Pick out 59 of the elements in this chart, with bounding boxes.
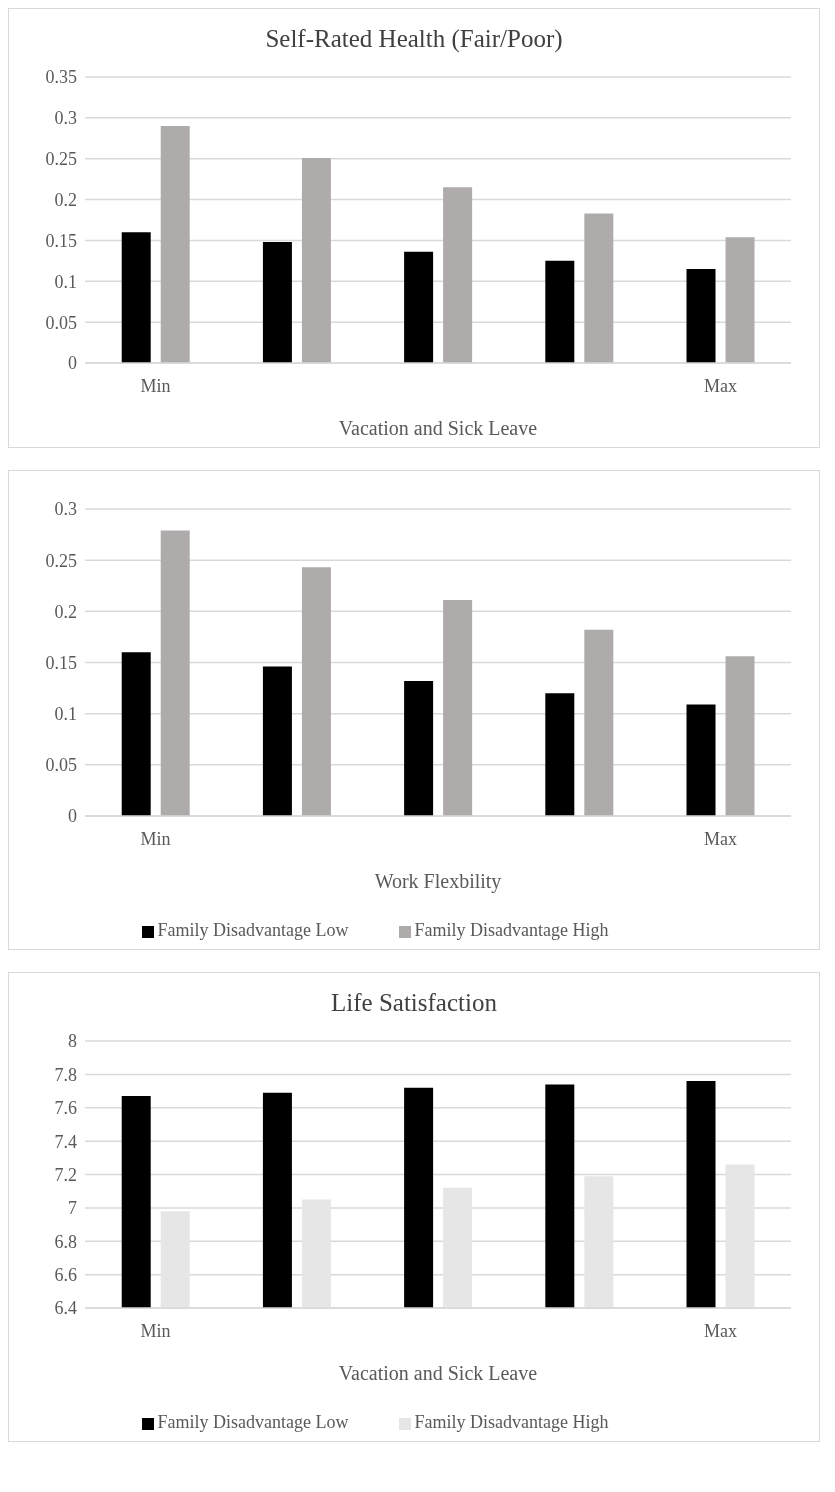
x-tick-label: Min <box>140 828 171 849</box>
x-tick-label: Min <box>140 375 171 396</box>
bar <box>262 666 292 816</box>
bar <box>160 530 190 816</box>
bar <box>301 567 331 816</box>
bar <box>443 600 473 816</box>
y-tick-label: 0.1 <box>54 271 77 292</box>
y-tick-label: 0.15 <box>45 652 77 673</box>
bar <box>584 213 614 363</box>
y-tick-label: 0.3 <box>54 499 77 520</box>
legend-label: Family Disadvantage High <box>414 920 609 940</box>
y-tick-label: 6.6 <box>54 1265 77 1286</box>
bar <box>545 260 575 363</box>
x-tick-label: Max <box>703 375 737 396</box>
bar <box>686 269 716 363</box>
bar <box>545 693 575 816</box>
y-tick-label: 0.25 <box>45 149 77 170</box>
x-axis-title: Vacation and Sick Leave <box>338 417 538 439</box>
y-tick-label: 7.2 <box>54 1164 77 1185</box>
bar <box>262 242 292 363</box>
y-tick-label: 7.6 <box>54 1098 77 1119</box>
legend-label: Family Disadvantage High <box>414 1412 609 1432</box>
y-tick-label: 6.4 <box>54 1298 77 1319</box>
bar <box>404 680 434 816</box>
chart-title: Self-Rated Health (Fair/Poor) <box>264 24 564 55</box>
bar <box>121 232 151 363</box>
y-tick-label: 0.15 <box>45 230 77 251</box>
bar <box>301 157 331 363</box>
y-tick-label: 8 <box>68 1031 77 1052</box>
x-tick-label: Max <box>703 1320 737 1341</box>
x-tick-label: Min <box>140 1320 171 1341</box>
y-tick-label: 0 <box>68 353 77 374</box>
y-tick-label: 0.05 <box>45 312 77 333</box>
bar <box>443 187 473 363</box>
y-tick-label: 0.3 <box>54 108 77 129</box>
y-tick-label: 0.2 <box>54 189 77 210</box>
y-tick-label: 7.4 <box>54 1131 77 1152</box>
bar <box>404 251 434 363</box>
chart-title: Life Satisfaction <box>330 988 498 1018</box>
y-tick-label: 6.8 <box>54 1231 77 1252</box>
y-tick-label: 0.35 <box>45 67 77 88</box>
y-tick-label: 0.25 <box>45 550 77 571</box>
y-tick-label: 0.2 <box>54 601 77 622</box>
x-tick-label: Max <box>703 828 737 849</box>
y-tick-label: 0 <box>68 806 77 827</box>
bar <box>725 237 755 363</box>
bar <box>584 629 614 816</box>
y-tick-label: 7.8 <box>54 1064 77 1085</box>
legend-label: Family Disadvantage Low <box>157 920 349 940</box>
y-tick-label: 0.05 <box>45 755 77 776</box>
x-axis-title: Vacation and Sick Leave <box>338 1362 538 1384</box>
x-axis-title: Work Flexbility <box>374 870 502 893</box>
bar <box>686 704 716 816</box>
y-tick-label: 7 <box>68 1198 77 1219</box>
bar <box>160 126 190 363</box>
legend-label: Family Disadvantage Low <box>157 1412 349 1432</box>
bar <box>725 656 755 816</box>
bar <box>121 652 151 816</box>
y-tick-label: 0.1 <box>54 704 77 725</box>
